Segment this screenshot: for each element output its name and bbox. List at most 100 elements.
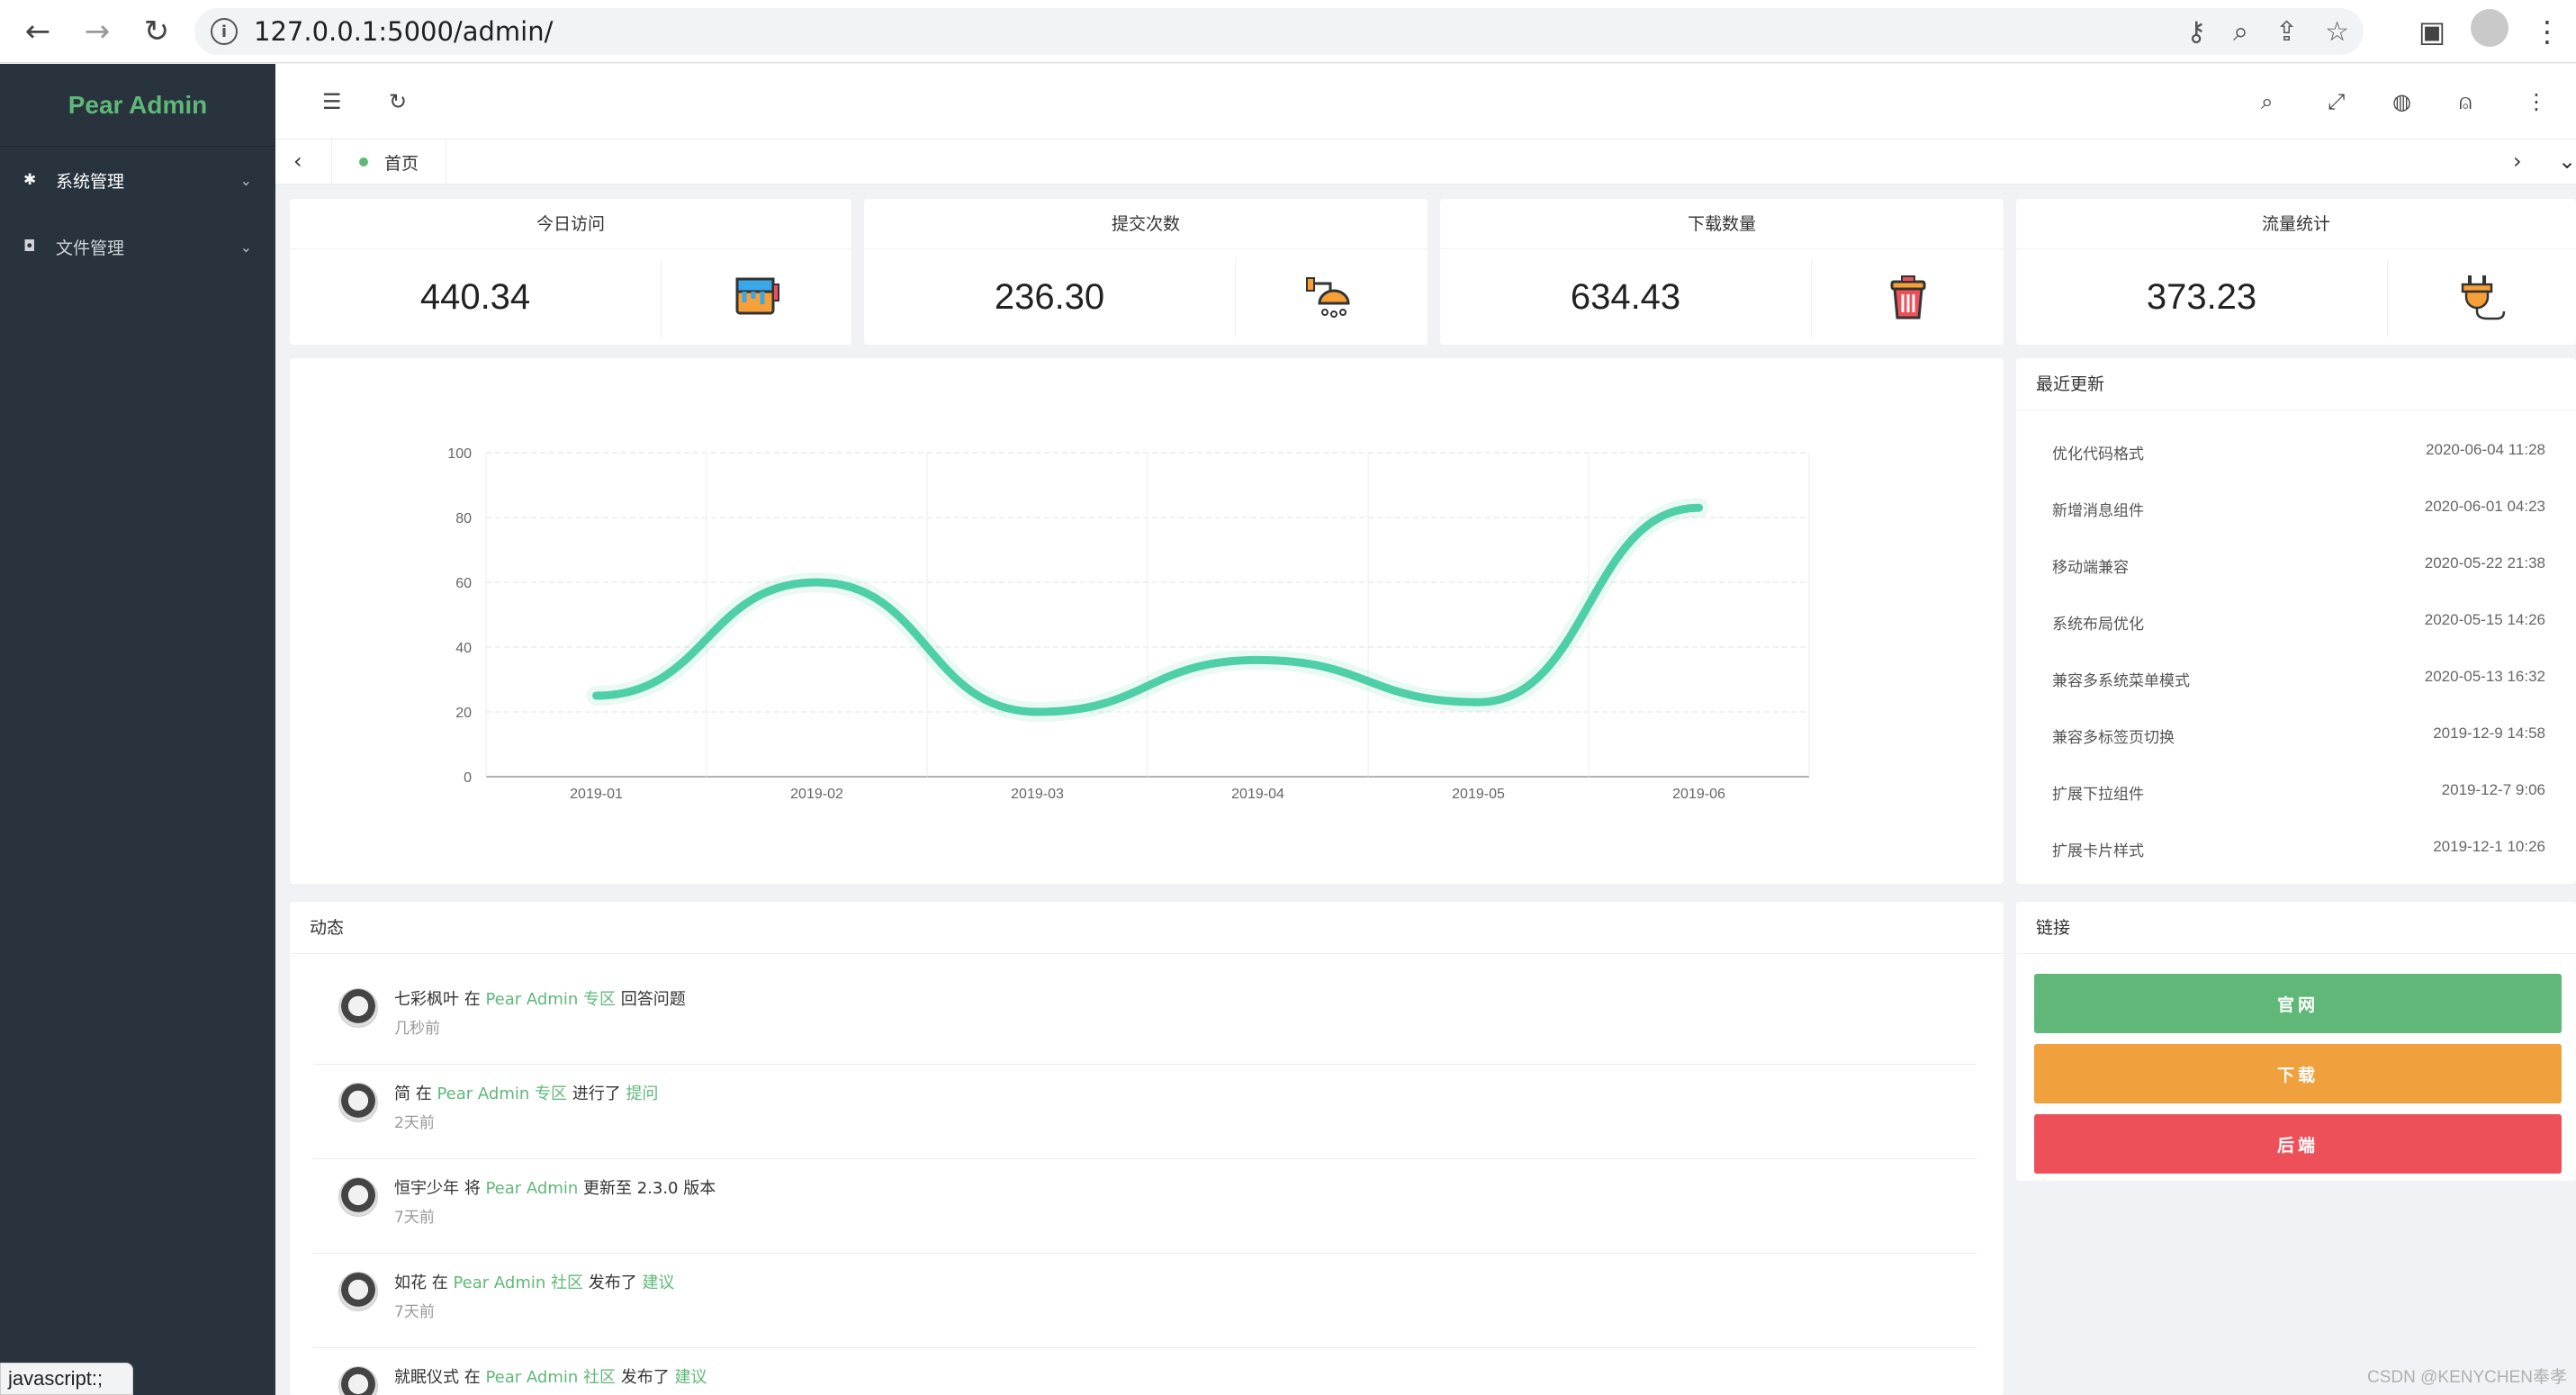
activity-action: 发布了 <box>582 1274 643 1292</box>
y-tick-label: 40 <box>455 641 472 656</box>
app-logo[interactable]: Pear Admin <box>0 64 275 147</box>
activity-item: 简 在 Pear Admin 专区 进行了 提问 2天前 <box>313 1065 1977 1159</box>
activity-text: 七彩枫叶 在 Pear Admin 专区 回答问题 <box>394 986 686 1010</box>
activity-link[interactable]: 建议 <box>674 1368 707 1387</box>
user-icon[interactable]: ⍝ <box>2459 89 2472 114</box>
tab-dropdown-icon[interactable]: ⌄ <box>2558 148 2576 174</box>
y-tick-label: 80 <box>455 511 472 526</box>
reload-icon[interactable]: ↻ <box>143 13 170 50</box>
activity-verb: 在 <box>410 1084 437 1103</box>
activity-time: 2天前 <box>394 1114 435 1132</box>
search-icon[interactable]: ⌕ <box>2261 89 2274 114</box>
trash-bin-icon <box>1812 249 2004 345</box>
avatar <box>338 1083 378 1122</box>
stat-card-submits: 提交次数 236.30 <box>864 199 1428 345</box>
key-icon[interactable]: ⚷ <box>2186 15 2207 48</box>
profile-avatar[interactable] <box>2461 9 2518 54</box>
refresh-icon[interactable]: ↻ <box>389 89 408 114</box>
activity-link[interactable]: Pear Admin 社区 <box>485 1368 616 1387</box>
fullscreen-icon[interactable]: ⤢ <box>2328 89 2346 114</box>
activity-panel: 动态 七彩枫叶 在 Pear Admin 专区 回答问题 几秒前简 在 Pear … <box>290 902 2004 1395</box>
update-text: 优化代码格式 <box>2052 446 2144 464</box>
activity-link[interactable]: Pear Admin 社区 <box>453 1274 583 1292</box>
tab-scroll-right-icon[interactable]: › <box>2513 148 2522 174</box>
forward-arrow-icon[interactable]: → <box>84 13 111 50</box>
top-header: ☰ ↻ ⌕ ⤢ ◍ ⍝ ⋮ <box>275 64 2576 140</box>
side-panel-icon[interactable]: ▣ <box>2418 14 2446 49</box>
x-tick-label: 2019-01 <box>570 787 623 802</box>
activity-link[interactable]: Pear Admin <box>485 1179 579 1198</box>
activity-item: 恒宇少年 将 Pear Admin 更新至 2.3.0 版本 7天前 <box>313 1159 1977 1254</box>
activity-text: 恒宇少年 将 Pear Admin 更新至 2.3.0 版本 <box>394 1175 716 1199</box>
browser-toolbar: ← → ↻ i 127.0.0.1:5000/admin/ ⚷ ⌕ ⇪ ☆ ▣ … <box>0 0 2576 63</box>
stat-value: 373.23 <box>2146 276 2257 317</box>
activity-user: 就眠仪式 <box>394 1368 459 1387</box>
status-bar-link: javascript:; <box>0 1363 133 1395</box>
menu-toggle-icon[interactable]: ☰ <box>322 89 342 114</box>
update-item: 系统布局优化 2020-05-15 14:26 <box>2052 611 2545 638</box>
update-item: 兼容多系统菜单模式 2020-05-13 16:32 <box>2052 668 2545 695</box>
activity-user: 如花 <box>394 1274 427 1292</box>
activity-text: 简 在 Pear Admin 专区 进行了 提问 <box>394 1081 658 1104</box>
star-icon[interactable]: ☆ <box>2325 15 2349 48</box>
url-text[interactable]: 127.0.0.1:5000/admin/ <box>254 16 554 47</box>
update-text: 兼容多系统菜单模式 <box>2052 672 2190 690</box>
activity-text: 就眠仪式 在 Pear Admin 社区 发布了 建议 <box>394 1364 707 1388</box>
activity-item: 就眠仪式 在 Pear Admin 社区 发布了 建议 <box>313 1348 1977 1395</box>
activity-link[interactable]: Pear Admin 专区 <box>437 1084 567 1103</box>
activity-action: 更新至 2.3.0 版本 <box>578 1179 716 1198</box>
watermark: CSDN @KENYCHEN奉孝 <box>2367 1368 2567 1387</box>
stat-title: 流量统计 <box>2016 199 2576 249</box>
activity-link[interactable]: 提问 <box>626 1084 659 1103</box>
chevron-down-icon: ⌄ <box>239 238 252 256</box>
tab-scroll-left-icon[interactable]: ‹ <box>293 148 302 174</box>
avatar <box>338 1366 378 1395</box>
sidebar-item-system[interactable]: ✱ 系统管理 ⌄ <box>0 147 275 213</box>
shower-icon <box>1236 249 1428 345</box>
update-text: 扩展卡片样式 <box>2052 842 2144 860</box>
address-bar[interactable]: i 127.0.0.1:5000/admin/ ⚷ ⌕ ⇪ ☆ <box>194 8 2364 55</box>
x-tick-label: 2019-06 <box>1672 787 1725 802</box>
activity-action: 发布了 <box>615 1368 675 1387</box>
activity-time: 7天前 <box>394 1303 435 1321</box>
stat-value: 440.34 <box>419 276 531 317</box>
info-icon[interactable]: i <box>211 18 238 45</box>
x-tick-label: 2019-03 <box>1011 787 1064 802</box>
profile-icon <box>2471 9 2508 47</box>
y-tick-label: 100 <box>447 446 472 462</box>
more-vertical-icon[interactable]: ⋮ <box>2526 89 2547 114</box>
back-arrow-icon[interactable]: ← <box>24 13 51 50</box>
camera-icon: ◘ <box>23 238 36 256</box>
paint-bucket-icon <box>662 249 851 345</box>
website-button[interactable]: 官网 <box>2034 974 2562 1033</box>
zoom-icon[interactable]: ⌕ <box>2233 15 2248 48</box>
tab-home[interactable]: 首页 <box>331 140 447 184</box>
tabs-bar: ‹ 首页 › ⌄ <box>275 140 2576 184</box>
update-date: 2020-06-04 11:28 <box>2426 441 2545 458</box>
backend-button[interactable]: 后端 <box>2034 1114 2562 1174</box>
avatar <box>338 988 378 1028</box>
activity-link[interactable]: 建议 <box>642 1274 675 1292</box>
globe-icon[interactable]: ◍ <box>2392 89 2411 114</box>
x-tick-label: 2019-05 <box>1452 787 1505 802</box>
series-line <box>592 503 1703 716</box>
sidebar-item-files[interactable]: ◘ 文件管理 ⌄ <box>0 213 275 280</box>
update-item: 扩展卡片样式 2019-12-1 10:26 <box>2052 838 2545 865</box>
x-tick-label: 2019-04 <box>1231 787 1284 802</box>
update-date: 2019-12-1 10:26 <box>2433 838 2545 855</box>
update-date: 2020-05-15 14:26 <box>2424 611 2545 628</box>
update-date: 2020-05-22 21:38 <box>2424 554 2545 572</box>
download-button[interactable]: 下载 <box>2034 1044 2562 1103</box>
chevron-down-icon: ⌄ <box>239 171 252 189</box>
activity-user: 简 <box>394 1084 410 1103</box>
sidebar-item-label: 文件管理 <box>56 238 125 258</box>
avatar <box>338 1177 378 1217</box>
activity-link[interactable]: Pear Admin 专区 <box>485 990 616 1009</box>
activity-item: 如花 在 Pear Admin 社区 发布了 建议 7天前 <box>313 1254 1977 1348</box>
plug-icon <box>2388 249 2576 345</box>
more-icon[interactable]: ⋮ <box>2533 14 2562 49</box>
chart-panel: 0 20 40 60 80 100 2019-01 2019-02 2019-03 2019-04… <box>290 358 2004 884</box>
share-icon[interactable]: ⇪ <box>2274 15 2299 48</box>
activity-action: 进行了 <box>566 1084 626 1103</box>
panel-title: 动态 <box>290 902 2004 954</box>
